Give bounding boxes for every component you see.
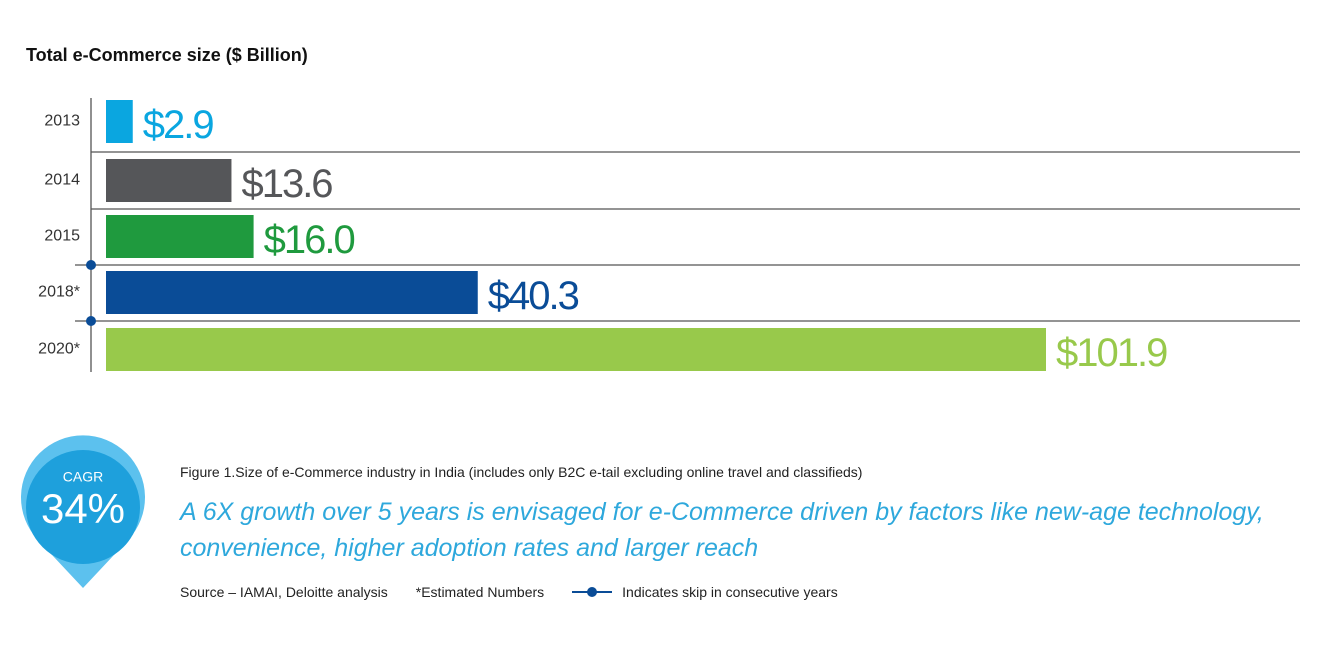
chart-title: Total e-Commerce size ($ Billion) xyxy=(26,45,308,65)
value-label: $40.3 xyxy=(488,274,579,318)
estimate-note: *Estimated Numbers xyxy=(415,584,545,600)
value-label: $2.9 xyxy=(143,103,214,147)
bar xyxy=(106,328,1046,371)
headline: A 6X growth over 5 years is envisaged fo… xyxy=(180,498,1264,562)
bar xyxy=(106,100,133,143)
bar xyxy=(106,271,478,314)
cagr-badge: CAGR 34% xyxy=(21,435,145,588)
value-label: $16.0 xyxy=(264,218,355,262)
notes: Source – IAMAI, Deloitte analysis *Estim… xyxy=(180,584,866,600)
y-tick-label: 2013 xyxy=(44,113,80,130)
bar xyxy=(106,159,232,202)
bar xyxy=(106,215,254,258)
y-tick-label: 2015 xyxy=(44,228,80,245)
caption: Figure 1.Size of e-Commerce industry in … xyxy=(180,464,863,480)
y-tick-label: 2018* xyxy=(38,284,80,301)
skip-marker xyxy=(86,316,96,326)
y-tick-label: 2020* xyxy=(38,341,80,358)
skip-legend: Indicates skip in consecutive years xyxy=(622,584,838,600)
source: Source – IAMAI, Deloitte analysis xyxy=(180,584,388,600)
y-tick-label: 2014 xyxy=(44,172,80,189)
value-label: $13.6 xyxy=(241,162,332,206)
row-separators xyxy=(75,98,1300,372)
badge-label: CAGR xyxy=(63,469,103,485)
skip-legend-icon xyxy=(572,587,613,597)
value-label: $101.9 xyxy=(1056,331,1167,375)
badge-value: 34% xyxy=(41,485,125,532)
skip-marker xyxy=(86,260,96,270)
